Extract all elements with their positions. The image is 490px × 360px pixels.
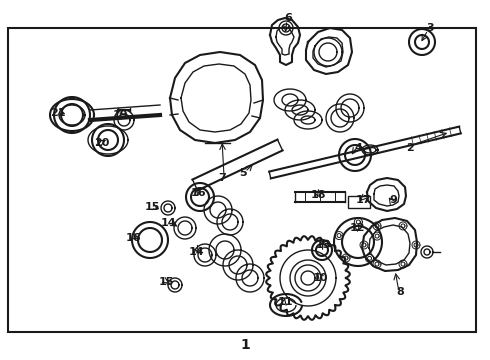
Text: 14: 14 — [160, 218, 176, 228]
Bar — [8, 28, 476, 332]
Text: 16: 16 — [125, 233, 141, 243]
Text: 12: 12 — [349, 223, 365, 233]
Text: 2: 2 — [406, 143, 414, 153]
Text: 16: 16 — [190, 188, 206, 198]
Text: 13: 13 — [315, 240, 331, 250]
Text: 10: 10 — [312, 273, 328, 283]
Text: 15: 15 — [145, 202, 160, 212]
Text: 18: 18 — [310, 190, 326, 200]
Text: 8: 8 — [396, 287, 404, 297]
Text: 3: 3 — [426, 23, 434, 33]
Text: 20: 20 — [94, 138, 110, 148]
Text: 14: 14 — [188, 247, 204, 257]
Text: 21: 21 — [50, 108, 66, 118]
Text: 1: 1 — [240, 338, 250, 352]
Text: 17: 17 — [355, 195, 371, 205]
Text: 19: 19 — [112, 110, 128, 120]
Text: 9: 9 — [389, 195, 397, 205]
Text: 6: 6 — [284, 13, 292, 23]
Text: 11: 11 — [277, 297, 293, 307]
Bar — [348, 196, 370, 208]
Text: 5: 5 — [239, 168, 247, 178]
Text: 7: 7 — [218, 173, 226, 183]
Text: 15: 15 — [158, 277, 173, 287]
Text: 4: 4 — [354, 143, 362, 153]
